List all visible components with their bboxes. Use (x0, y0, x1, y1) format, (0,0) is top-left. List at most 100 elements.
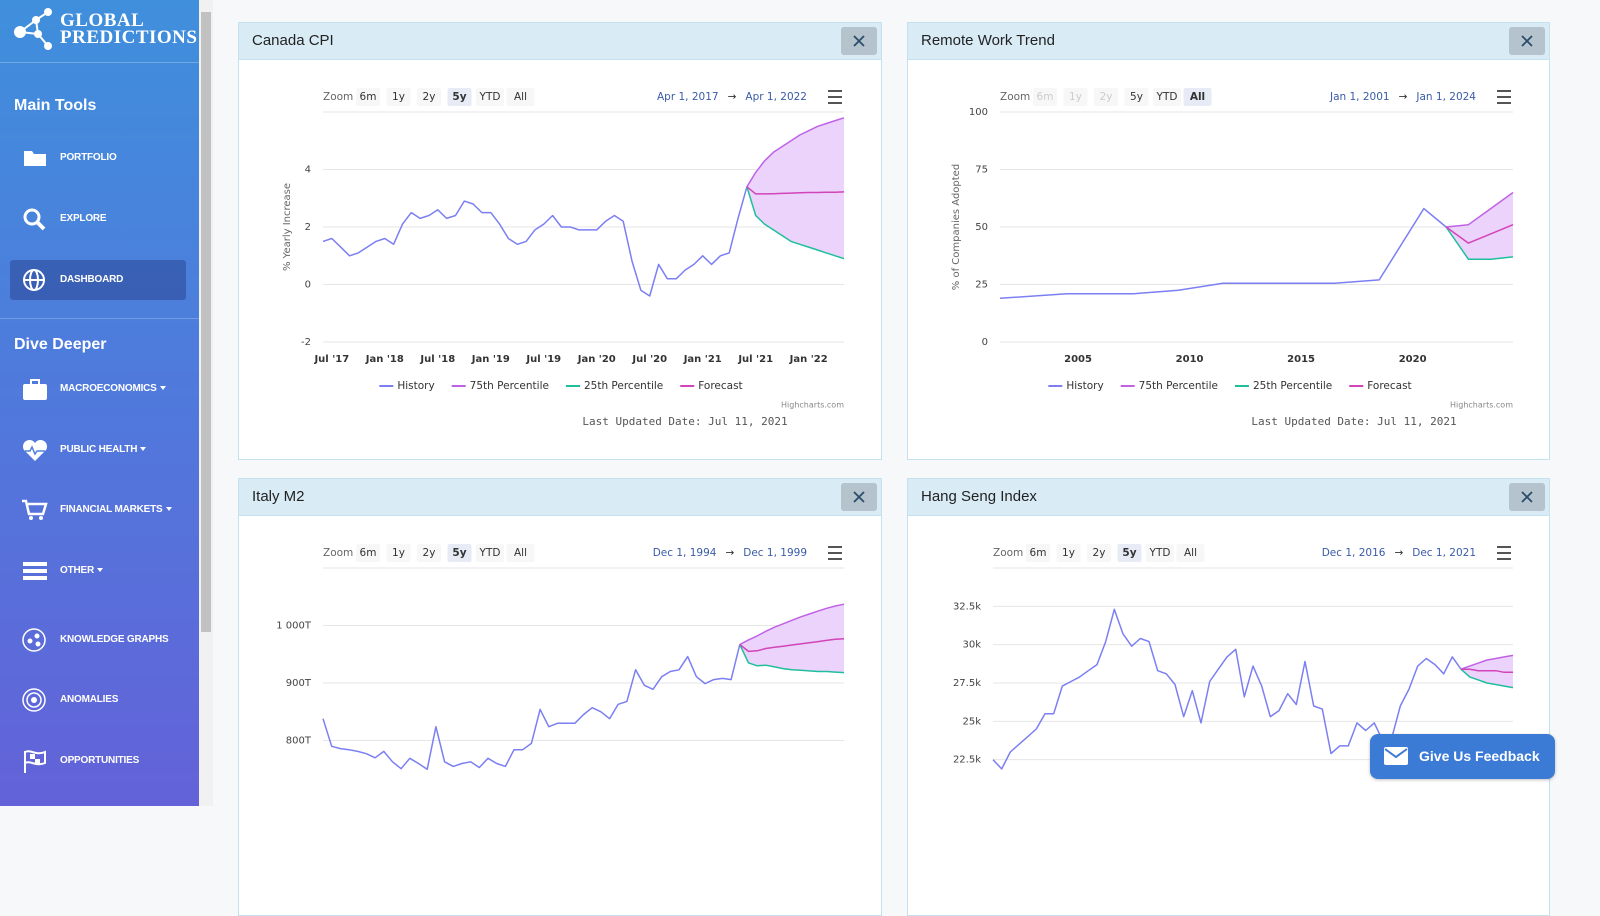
last-updated: Last Updated Date: Jul 11, 2021 (1251, 415, 1456, 428)
zoom-button[interactable]: YTD (1153, 88, 1181, 106)
zoom-button[interactable]: YTD (1146, 544, 1174, 562)
nav-item[interactable]: EXPLORE (10, 199, 186, 239)
zoom-button[interactable]: 1y (386, 88, 411, 106)
zoom-button[interactable]: YTD (476, 88, 504, 106)
series-line (746, 186, 845, 195)
nav-item[interactable]: OTHER (10, 551, 186, 591)
series-line (1445, 226, 1514, 260)
range-from[interactable]: Dec 1, 2016 (1322, 547, 1386, 559)
zoom-button: 2y (1094, 88, 1118, 106)
series-line (739, 644, 845, 674)
zoom-button[interactable]: All (506, 544, 535, 562)
close-button[interactable] (1509, 483, 1545, 511)
nav-item[interactable]: MACROECONOMICS (10, 369, 186, 409)
zoom-button[interactable]: 5y (1117, 544, 1142, 562)
zoom-button-bg (417, 88, 441, 106)
range-to[interactable]: Dec 1, 2021 (1412, 547, 1476, 559)
range-to[interactable]: Jan 1, 2024 (1415, 91, 1476, 103)
chart-menu[interactable] (1497, 90, 1511, 104)
legend-item[interactable]: Forecast (680, 380, 743, 392)
zoom-button[interactable]: 1y (1056, 544, 1081, 562)
chart-menu[interactable] (828, 90, 842, 104)
zoom-button[interactable]: 5y (1124, 88, 1149, 106)
zoom-button[interactable]: 5y (447, 544, 472, 562)
legend-item[interactable]: 25th Percentile (1234, 380, 1332, 392)
y-tick-label: 800T (286, 736, 312, 747)
nav-item[interactable]: PUBLIC HEALTH (10, 430, 186, 470)
y-tick-label: 900T (286, 678, 312, 689)
icon-shape (23, 576, 47, 580)
icon-shape (34, 633, 40, 639)
range-to[interactable]: Dec 1, 1999 (743, 547, 807, 559)
zoom-button-label: 2y (423, 91, 436, 103)
y-tick-label: 22.5k (953, 755, 981, 766)
series-line (739, 603, 845, 646)
close-button[interactable] (841, 483, 877, 511)
zoom-button[interactable]: 6m (356, 544, 380, 562)
icon-shape (22, 499, 48, 516)
legend-label: 25th Percentile (584, 380, 663, 392)
close-button[interactable] (841, 27, 877, 55)
legend-item[interactable]: History (379, 380, 435, 392)
legend-item[interactable]: 25th Percentile (565, 380, 663, 392)
y-tick-label: 100 (969, 107, 988, 118)
legend-item[interactable]: Forecast (1349, 380, 1412, 392)
zoom-button-label: 6m (1037, 91, 1054, 103)
range-separator: → (1399, 91, 1408, 103)
legend-item[interactable]: 75th Percentile (1120, 380, 1218, 392)
zoom-label: Zoom (323, 91, 353, 103)
zoom-button[interactable]: 2y (417, 544, 441, 562)
series-line (746, 186, 845, 260)
range-to[interactable]: Apr 1, 2022 (745, 91, 807, 103)
zoom-button[interactable]: 2y (417, 88, 441, 106)
legend-item[interactable]: 75th Percentile (451, 380, 549, 392)
range-from[interactable]: Dec 1, 1994 (653, 547, 717, 559)
nav-item[interactable]: ANOMALIES (10, 680, 186, 720)
panel-header: Italy M2 (239, 479, 881, 516)
zoom-button-label: All (1190, 91, 1205, 103)
zoom-button[interactable]: YTD (476, 544, 504, 562)
menu-bar (1497, 558, 1511, 560)
nav-item[interactable]: PORTFOLIO (10, 138, 186, 178)
zoom-button[interactable]: 2y (1087, 544, 1111, 562)
menu-bar (828, 546, 842, 548)
nav-icon (24, 151, 46, 166)
zoom-button-bg (1056, 544, 1081, 562)
nav-label: EXPLORE (60, 213, 107, 224)
scrollbar[interactable] (199, 0, 213, 806)
zoom-button-label: 2y (423, 547, 436, 559)
nav-icon (22, 439, 48, 461)
y-tick-label: 2 (305, 222, 311, 233)
zoom-button[interactable]: 1y (386, 544, 411, 562)
icon-shape (30, 754, 40, 764)
dropdown-caret (165, 507, 172, 511)
zoom-button-bg (506, 544, 535, 562)
chart-menu[interactable] (828, 546, 842, 560)
percentile-band (739, 604, 844, 673)
legend-item[interactable]: History (1048, 380, 1104, 392)
nav-item[interactable]: OPPORTUNITIES (10, 741, 186, 781)
zoom-button[interactable]: 5y (447, 88, 472, 106)
zoom-button[interactable]: All (506, 88, 535, 106)
scroll-thumb[interactable] (201, 12, 211, 632)
zoom-button[interactable]: 6m (1026, 544, 1050, 562)
zoom-button[interactable]: 6m (356, 88, 380, 106)
x-tick-label: Jul '17 (313, 354, 349, 365)
zoom-button[interactable]: All (1176, 544, 1205, 562)
menu-bar (1497, 102, 1511, 104)
zoom-button[interactable]: All (1183, 88, 1212, 106)
chart-menu[interactable] (1497, 546, 1511, 560)
nav-item[interactable]: FINANCIAL MARKETS (10, 490, 186, 530)
range-from[interactable]: Apr 1, 2017 (657, 91, 719, 103)
range-from[interactable]: Jan 1, 2001 (1329, 91, 1390, 103)
close-icon (1521, 35, 1533, 47)
chart: Zoom 6m 1y 2y 5y YTD All Jan 1, 2024 → Jan 1, 200… (951, 88, 1514, 428)
series-line (746, 117, 845, 188)
zoom-button-bg (1094, 88, 1118, 106)
dropdown-caret (159, 386, 166, 390)
x-tick-label: 2005 (1064, 354, 1092, 365)
feedback-button[interactable]: Give Us Feedback (1370, 734, 1555, 779)
nav-item[interactable]: DASHBOARD (10, 260, 186, 300)
close-button[interactable] (1509, 27, 1545, 55)
nav-item[interactable]: KNOWLEDGE GRAPHS (10, 620, 186, 660)
